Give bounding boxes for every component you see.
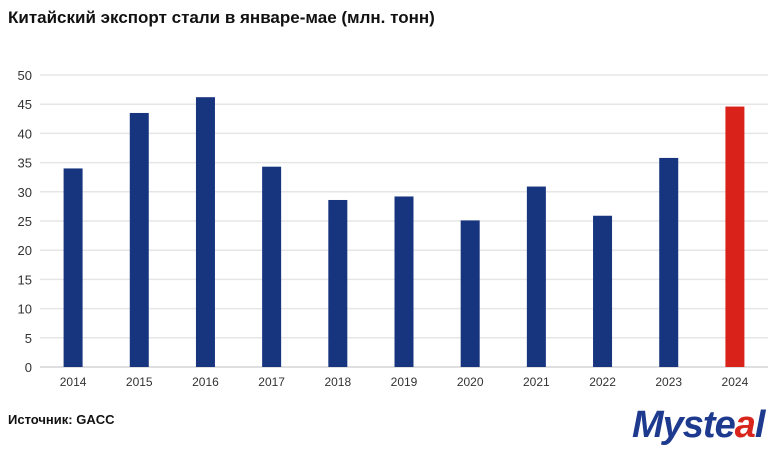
x-tick-label: 2019: [391, 375, 418, 389]
y-tick-label: 25: [18, 214, 32, 229]
y-tick-label: 20: [18, 243, 32, 258]
bar-2019: [394, 196, 414, 367]
bar-2020: [460, 220, 480, 367]
y-tick-label: 30: [18, 185, 32, 200]
bar-2014: [63, 168, 83, 367]
source-note: Источник: GACC: [8, 412, 115, 427]
x-tick-label: 2017: [258, 375, 285, 389]
mysteal-logo: Mysteal: [632, 404, 765, 446]
bar-2016: [195, 97, 215, 367]
y-tick-label: 50: [18, 68, 32, 83]
x-tick-label: 2021: [523, 375, 550, 389]
x-tick-label: 2024: [722, 375, 749, 389]
bar-2018: [328, 199, 348, 367]
y-tick-label: 0: [25, 360, 32, 375]
x-tick-label: 2023: [655, 375, 682, 389]
x-tick-label: 2020: [457, 375, 484, 389]
bar-2015: [129, 112, 149, 368]
y-tick-label: 10: [18, 302, 32, 317]
bar-2024: [725, 106, 745, 367]
y-tick-label: 45: [18, 97, 32, 112]
x-tick-label: 2018: [324, 375, 351, 389]
x-tick-label: 2015: [126, 375, 153, 389]
x-tick-label: 2014: [60, 375, 87, 389]
x-tick-label: 2016: [192, 375, 219, 389]
bar-2022: [593, 215, 613, 367]
bar-2017: [262, 166, 282, 367]
bar-2023: [659, 157, 679, 367]
x-tick-label: 2022: [589, 375, 616, 389]
y-tick-label: 15: [18, 272, 32, 287]
y-tick-label: 5: [25, 331, 32, 346]
chart-title: Китайский экспорт стали в январе-мае (мл…: [8, 8, 435, 27]
y-tick-label: 40: [18, 126, 32, 141]
y-tick-label: 35: [18, 156, 32, 171]
bar-2021: [526, 186, 546, 367]
bar-chart: 0 5 10 15 20 25 30 35 40 45 50 2014 2015 2016 2017 2018…: [18, 68, 768, 389]
